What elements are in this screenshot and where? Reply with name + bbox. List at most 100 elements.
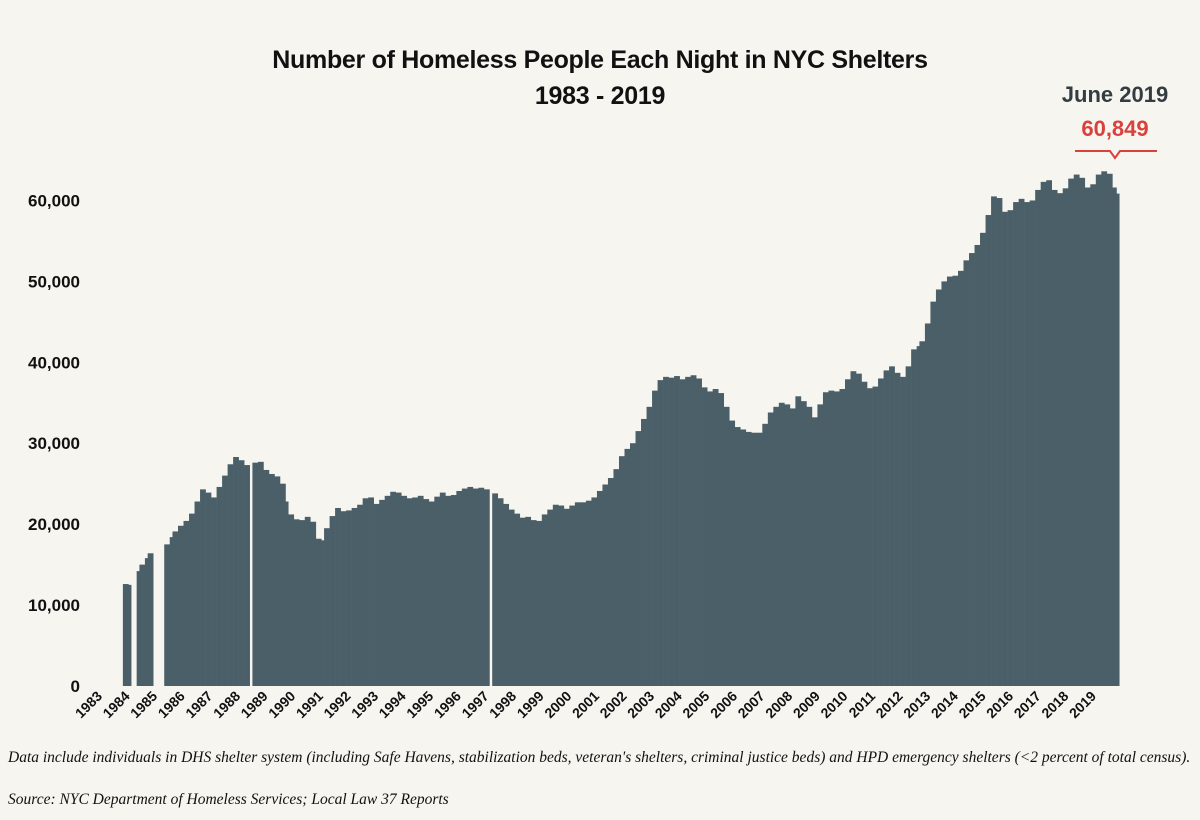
bar-135 — [872, 386, 879, 686]
bar-89 — [618, 456, 625, 686]
bar-137 — [883, 370, 890, 686]
bar-161 — [1013, 202, 1019, 686]
bar-47 — [384, 495, 391, 686]
bar-105 — [707, 391, 713, 686]
bar-38 — [335, 507, 341, 686]
bar-71 — [519, 517, 526, 686]
bar-100 — [679, 379, 686, 686]
bar-136 — [878, 378, 884, 686]
bar-84 — [591, 497, 598, 686]
bar-26 — [274, 476, 281, 686]
bar-31 — [299, 520, 306, 686]
x-tick-label: 1988 — [210, 688, 243, 721]
bar-18 — [227, 464, 234, 686]
bar-144 — [919, 341, 926, 686]
bar-35 — [318, 540, 325, 686]
bar-180 — [1113, 193, 1120, 686]
bar-28 — [282, 501, 289, 686]
x-tick-label: 1993 — [348, 688, 381, 721]
bar-141 — [905, 366, 912, 686]
bar-59 — [450, 495, 457, 686]
callout-marker — [1075, 150, 1157, 160]
bar-24 — [263, 469, 270, 686]
bar-41 — [351, 507, 358, 686]
bar-121 — [795, 396, 802, 686]
bar-106 — [712, 389, 719, 686]
bar-82 — [580, 502, 587, 686]
bar-127 — [828, 390, 835, 686]
bar-92 — [635, 431, 642, 686]
x-tick-label: 1995 — [403, 688, 436, 721]
bar-169 — [1057, 193, 1064, 686]
bar-118 — [778, 402, 785, 686]
bar-158 — [996, 198, 1003, 686]
bar-114 — [756, 432, 763, 686]
bar-151 — [957, 270, 964, 686]
bar-56 — [434, 496, 441, 686]
bar-95 — [652, 390, 658, 686]
bar-1 — [125, 584, 132, 686]
bar-42 — [357, 504, 363, 686]
bar-108 — [723, 406, 730, 686]
bar-54 — [423, 499, 430, 686]
bar-32 — [304, 516, 311, 686]
bar-10 — [183, 520, 190, 686]
bar-46 — [379, 499, 386, 686]
bar-60 — [456, 490, 463, 686]
bar-72 — [525, 516, 532, 686]
bar-48 — [390, 491, 397, 686]
chart-title: Number of Homeless People Each Night in … — [0, 42, 1200, 114]
bar-51 — [406, 498, 413, 686]
bar-93 — [641, 418, 647, 686]
bar-164 — [1029, 200, 1036, 686]
x-tick-label: 1990 — [265, 688, 298, 721]
bar-12 — [194, 501, 201, 686]
bar-49 — [395, 492, 402, 686]
x-tick-label: 2011 — [845, 688, 878, 721]
x-tick-label: 2003 — [624, 688, 657, 721]
bar-76 — [547, 509, 554, 686]
bar-119 — [784, 404, 791, 686]
bar-75 — [541, 514, 548, 686]
bar-117 — [773, 406, 780, 686]
bar-98 — [668, 377, 675, 686]
bar-97 — [663, 376, 669, 686]
x-tick-label: 2007 — [734, 688, 767, 721]
bar-129 — [839, 389, 846, 686]
bar-70 — [514, 513, 521, 686]
bar-107 — [718, 393, 725, 686]
x-tick-label: 1986 — [155, 688, 188, 721]
bar-52 — [412, 497, 419, 686]
chart-title-line1: Number of Homeless People Each Night in … — [272, 46, 928, 74]
x-tick-label: 2013 — [900, 688, 933, 721]
bar-62 — [467, 486, 474, 686]
callout-date: June 2019 — [1061, 82, 1169, 107]
bar-116 — [767, 412, 774, 686]
bar-53 — [417, 495, 424, 686]
bar-125 — [817, 404, 824, 686]
x-tick-label: 1989 — [237, 688, 270, 721]
x-tick-label: 2000 — [541, 688, 574, 721]
bar-172 — [1073, 174, 1080, 686]
x-tick-label: 1992 — [320, 688, 353, 721]
bar-30 — [293, 519, 300, 686]
bar-159 — [1002, 211, 1008, 687]
bar-45 — [373, 503, 380, 686]
bar-170 — [1062, 188, 1069, 686]
bar-126 — [822, 392, 829, 686]
bar-74 — [536, 520, 543, 686]
bar-8 — [172, 531, 179, 686]
bar-58 — [445, 495, 452, 686]
bar-176 — [1095, 174, 1102, 686]
bar-23 — [257, 461, 264, 686]
bar-166 — [1040, 181, 1047, 686]
bar-80 — [569, 505, 576, 686]
bar-17 — [222, 475, 228, 686]
y-tick-label: 20,000 — [28, 515, 80, 534]
bar-124 — [811, 417, 818, 686]
x-tick-label: 2015 — [955, 688, 988, 721]
bar-88 — [613, 469, 620, 686]
bar-94 — [646, 406, 653, 686]
footnote: Data include individuals in DHS shelter … — [8, 749, 1191, 766]
bar-177 — [1101, 171, 1108, 686]
